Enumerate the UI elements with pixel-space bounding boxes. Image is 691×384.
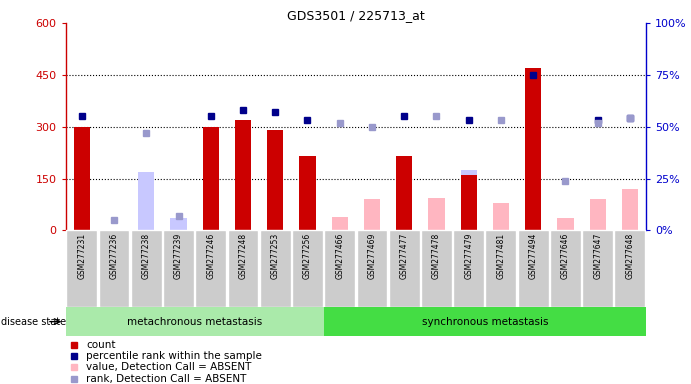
Bar xyxy=(389,230,419,307)
Text: GSM277481: GSM277481 xyxy=(496,233,506,279)
Bar xyxy=(196,230,226,307)
Text: GSM277248: GSM277248 xyxy=(238,233,247,279)
Bar xyxy=(396,156,413,230)
Text: GSM277231: GSM277231 xyxy=(77,233,86,279)
Text: GSM277236: GSM277236 xyxy=(109,233,119,279)
Bar xyxy=(267,130,283,230)
Bar xyxy=(171,225,187,230)
Text: GSM277648: GSM277648 xyxy=(625,233,634,279)
Bar xyxy=(66,307,323,336)
Bar xyxy=(74,127,90,230)
Bar xyxy=(163,230,194,307)
Text: GSM277246: GSM277246 xyxy=(206,233,216,279)
Bar xyxy=(202,127,219,230)
Bar xyxy=(260,230,291,307)
Text: GSM277238: GSM277238 xyxy=(142,233,151,279)
Bar xyxy=(292,230,323,307)
Bar xyxy=(486,230,516,307)
Text: GSM277494: GSM277494 xyxy=(529,233,538,279)
Text: GSM277253: GSM277253 xyxy=(271,233,280,279)
Bar xyxy=(622,189,638,230)
Bar xyxy=(324,230,355,307)
Text: percentile rank within the sample: percentile rank within the sample xyxy=(86,351,262,361)
Text: GSM277469: GSM277469 xyxy=(368,233,377,279)
Title: GDS3501 / 225713_at: GDS3501 / 225713_at xyxy=(287,9,425,22)
Bar xyxy=(493,203,509,230)
Text: GSM277256: GSM277256 xyxy=(303,233,312,279)
Bar xyxy=(461,206,477,230)
Bar xyxy=(421,230,452,307)
Bar xyxy=(461,175,477,230)
Bar xyxy=(323,307,646,336)
Bar xyxy=(235,120,251,230)
Bar xyxy=(171,218,187,230)
Text: GSM277466: GSM277466 xyxy=(335,233,344,279)
Text: GSM277239: GSM277239 xyxy=(174,233,183,279)
Text: GSM277646: GSM277646 xyxy=(561,233,570,279)
Bar xyxy=(550,230,581,307)
Text: GSM277478: GSM277478 xyxy=(432,233,441,279)
Bar xyxy=(138,203,154,230)
Bar xyxy=(525,68,541,230)
Bar xyxy=(453,230,484,307)
Text: GSM277647: GSM277647 xyxy=(593,233,603,279)
Text: disease state: disease state xyxy=(1,316,66,327)
Bar xyxy=(138,172,154,230)
Bar xyxy=(583,230,613,307)
Text: metachronous metastasis: metachronous metastasis xyxy=(127,316,263,327)
Bar xyxy=(558,218,574,230)
Bar xyxy=(131,230,162,307)
Text: count: count xyxy=(86,340,115,350)
Text: value, Detection Call = ABSENT: value, Detection Call = ABSENT xyxy=(86,362,252,372)
Bar xyxy=(299,156,316,230)
Bar xyxy=(461,170,477,230)
Bar xyxy=(428,197,444,230)
Text: GSM277477: GSM277477 xyxy=(399,233,409,279)
Bar xyxy=(227,230,258,307)
Text: rank, Detection Call = ABSENT: rank, Detection Call = ABSENT xyxy=(86,374,246,384)
Text: synchronous metastasis: synchronous metastasis xyxy=(422,316,548,327)
Bar xyxy=(357,230,388,307)
Bar xyxy=(589,199,606,230)
Bar xyxy=(364,199,380,230)
Bar xyxy=(66,230,97,307)
Bar xyxy=(518,230,549,307)
Text: GSM277479: GSM277479 xyxy=(464,233,473,279)
Bar xyxy=(332,217,348,230)
Bar xyxy=(614,230,645,307)
Bar xyxy=(99,230,129,307)
